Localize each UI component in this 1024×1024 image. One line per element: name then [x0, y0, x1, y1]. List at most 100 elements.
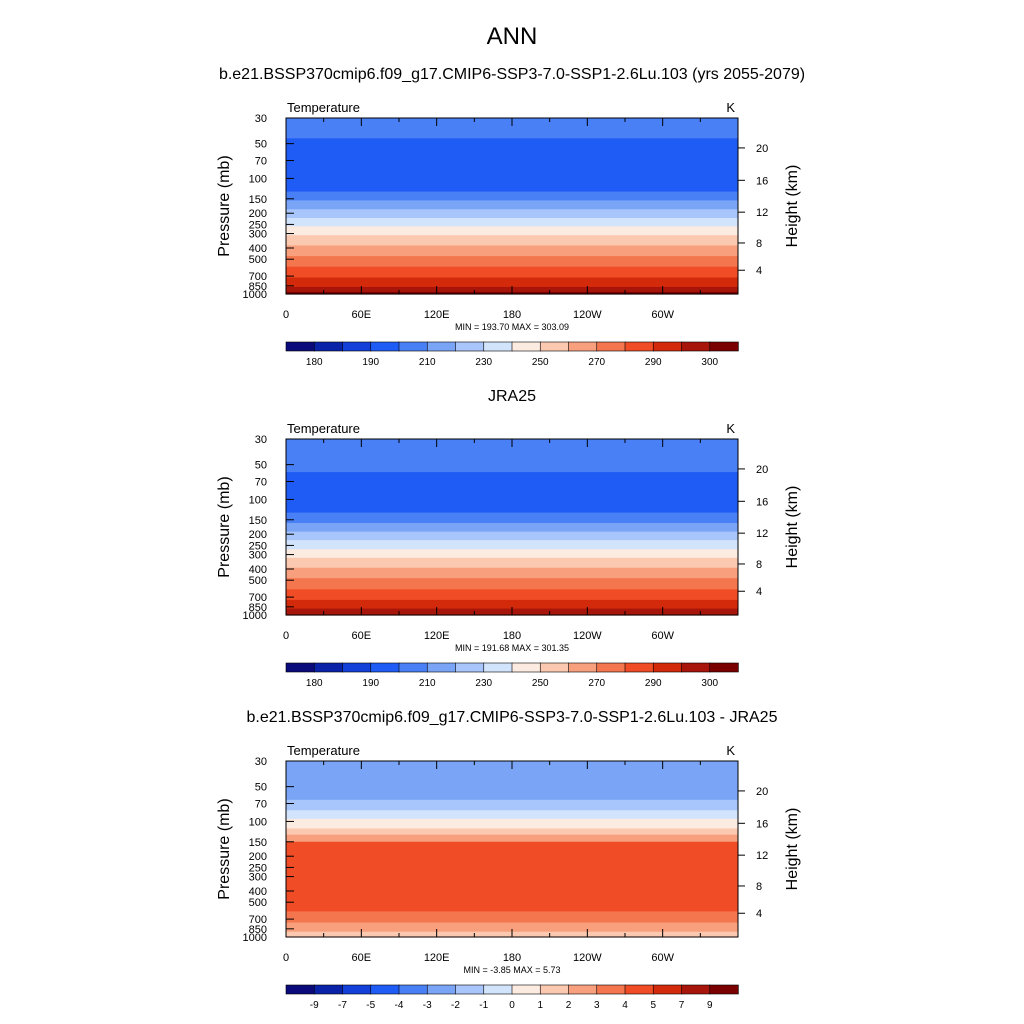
colorbar-swatch: [426, 984, 457, 995]
colorbar-swatch: [342, 662, 372, 673]
colorbar-swatch: [709, 984, 739, 995]
colorbar-swatch: [709, 662, 739, 673]
min-max-label: MIN = -3.85 MAX = 5.73: [463, 965, 560, 975]
colorbar-label: 0: [509, 1000, 515, 1011]
x-tick-label: 60E: [352, 309, 372, 321]
contour-band: [286, 138, 738, 180]
contour-band: [286, 277, 738, 288]
x-tick-label: 0: [283, 630, 289, 642]
y-tick-label: 300: [249, 550, 267, 562]
height-axis-label: Height (km): [784, 165, 801, 248]
contour-band: [286, 834, 738, 843]
colorbar-swatch: [426, 341, 457, 352]
colorbar-label: 5: [650, 1000, 656, 1011]
colorbar-swatch: [285, 662, 315, 673]
contour-band: [286, 841, 738, 912]
colorbar-label: 4: [622, 1000, 628, 1011]
y-tick-label: 500: [249, 897, 267, 909]
y-tick-label: 200: [249, 208, 267, 220]
colorbar-swatch: [652, 984, 683, 995]
colorbar-swatch: [539, 341, 570, 352]
panel-obs: Temperature K3050701001502002503004005007…: [216, 421, 801, 689]
y-tick-label: 300: [249, 229, 267, 241]
colorbar-swatch: [370, 341, 400, 352]
y-tick-label: 1000: [243, 610, 267, 622]
y-tick-label: 30: [255, 113, 267, 125]
colorbar-label: 250: [532, 357, 549, 368]
colorbar-swatch: [511, 662, 541, 673]
y-tick-label: 850: [249, 924, 267, 936]
y-tick-label: 150: [249, 837, 267, 849]
colorbar-swatch: [483, 662, 513, 673]
colorbar-label: -9: [310, 1000, 319, 1011]
colorbar-swatch: [624, 984, 654, 995]
units-label: K: [726, 421, 735, 436]
colorbar-swatch: [426, 662, 457, 673]
colorbar-swatch: [313, 341, 344, 352]
variable-label: Temperature: [287, 421, 360, 436]
contour-band: [286, 218, 738, 227]
contour-band: [286, 209, 738, 219]
y-tick-label: 100: [249, 173, 267, 185]
colorbar-swatch: [596, 341, 626, 352]
x-tick-label: 0: [283, 952, 289, 964]
contour-band: [286, 810, 738, 820]
colorbar-label: 290: [645, 357, 662, 368]
y-tick-label: 50: [255, 782, 267, 794]
colorbar-swatch: [285, 984, 315, 995]
y-axis-label: Pressure (mb): [216, 476, 233, 577]
contour-band: [286, 828, 738, 836]
y-tick-label: 150: [249, 515, 267, 527]
panel-title: JRA25: [488, 388, 536, 405]
panel-title: b.e21.BSSP370cmip6.f09_g17.CMIP6-SSP3-7.…: [247, 709, 778, 726]
colorbar-swatch: [568, 984, 598, 995]
x-tick-label: 180: [503, 630, 521, 642]
contour-band: [286, 266, 738, 279]
colorbar-label: 300: [701, 357, 718, 368]
figure-title: ANN: [487, 23, 538, 50]
colorbar-swatch: [709, 341, 739, 352]
height-tick-label: 20: [756, 464, 768, 476]
units-label: K: [726, 743, 735, 758]
colorbar-swatch: [681, 984, 711, 995]
colorbar-label: 190: [362, 357, 379, 368]
y-tick-label: 250: [249, 219, 267, 231]
y-tick-label: 1000: [243, 932, 267, 944]
contour-band: [286, 549, 738, 559]
colorbar-label: 250: [532, 678, 549, 689]
contour-band: [286, 531, 738, 541]
x-tick-label: 0: [283, 309, 289, 321]
contour-band: [286, 818, 738, 830]
panel-model: Temperature K3050701001502002503004005007…: [216, 100, 801, 368]
colorbar-label: 210: [419, 357, 436, 368]
colorbar-swatch: [539, 662, 570, 673]
min-max-label: MIN = 193.70 MAX = 303.09: [455, 322, 569, 332]
y-tick-label: 700: [249, 271, 267, 283]
height-tick-label: 4: [756, 265, 762, 277]
y-tick-label: 700: [249, 914, 267, 926]
height-tick-label: 8: [756, 559, 762, 571]
variable-label: Temperature: [287, 100, 360, 115]
x-tick-label: 180: [503, 952, 521, 964]
height-tick-label: 12: [756, 207, 768, 219]
y-tick-label: 250: [249, 540, 267, 552]
height-tick-label: 16: [756, 818, 768, 830]
colorbar-label: 7: [679, 1000, 685, 1011]
colorbar-swatch: [568, 662, 598, 673]
x-tick-label: 60W: [651, 309, 674, 321]
x-tick-label: 60W: [651, 952, 674, 964]
contour-band: [286, 557, 738, 569]
contour-band: [286, 256, 738, 268]
panel-difference: Temperature K3050701001502002503004005007…: [216, 743, 801, 1011]
colorbar-swatch: [624, 662, 654, 673]
height-tick-label: 16: [756, 496, 768, 508]
variable-label: Temperature: [287, 743, 360, 758]
y-tick-label: 30: [255, 434, 267, 446]
y-tick-label: 400: [249, 243, 267, 255]
colorbar-label: 230: [475, 678, 492, 689]
colorbar-label: -5: [366, 1000, 375, 1011]
contour-band: [286, 118, 738, 139]
colorbar-label: -4: [395, 1000, 404, 1011]
contour-band: [286, 191, 738, 202]
figure-subtitle: b.e21.BSSP370cmip6.f09_g17.CMIP6-SSP3-7.…: [219, 66, 805, 83]
